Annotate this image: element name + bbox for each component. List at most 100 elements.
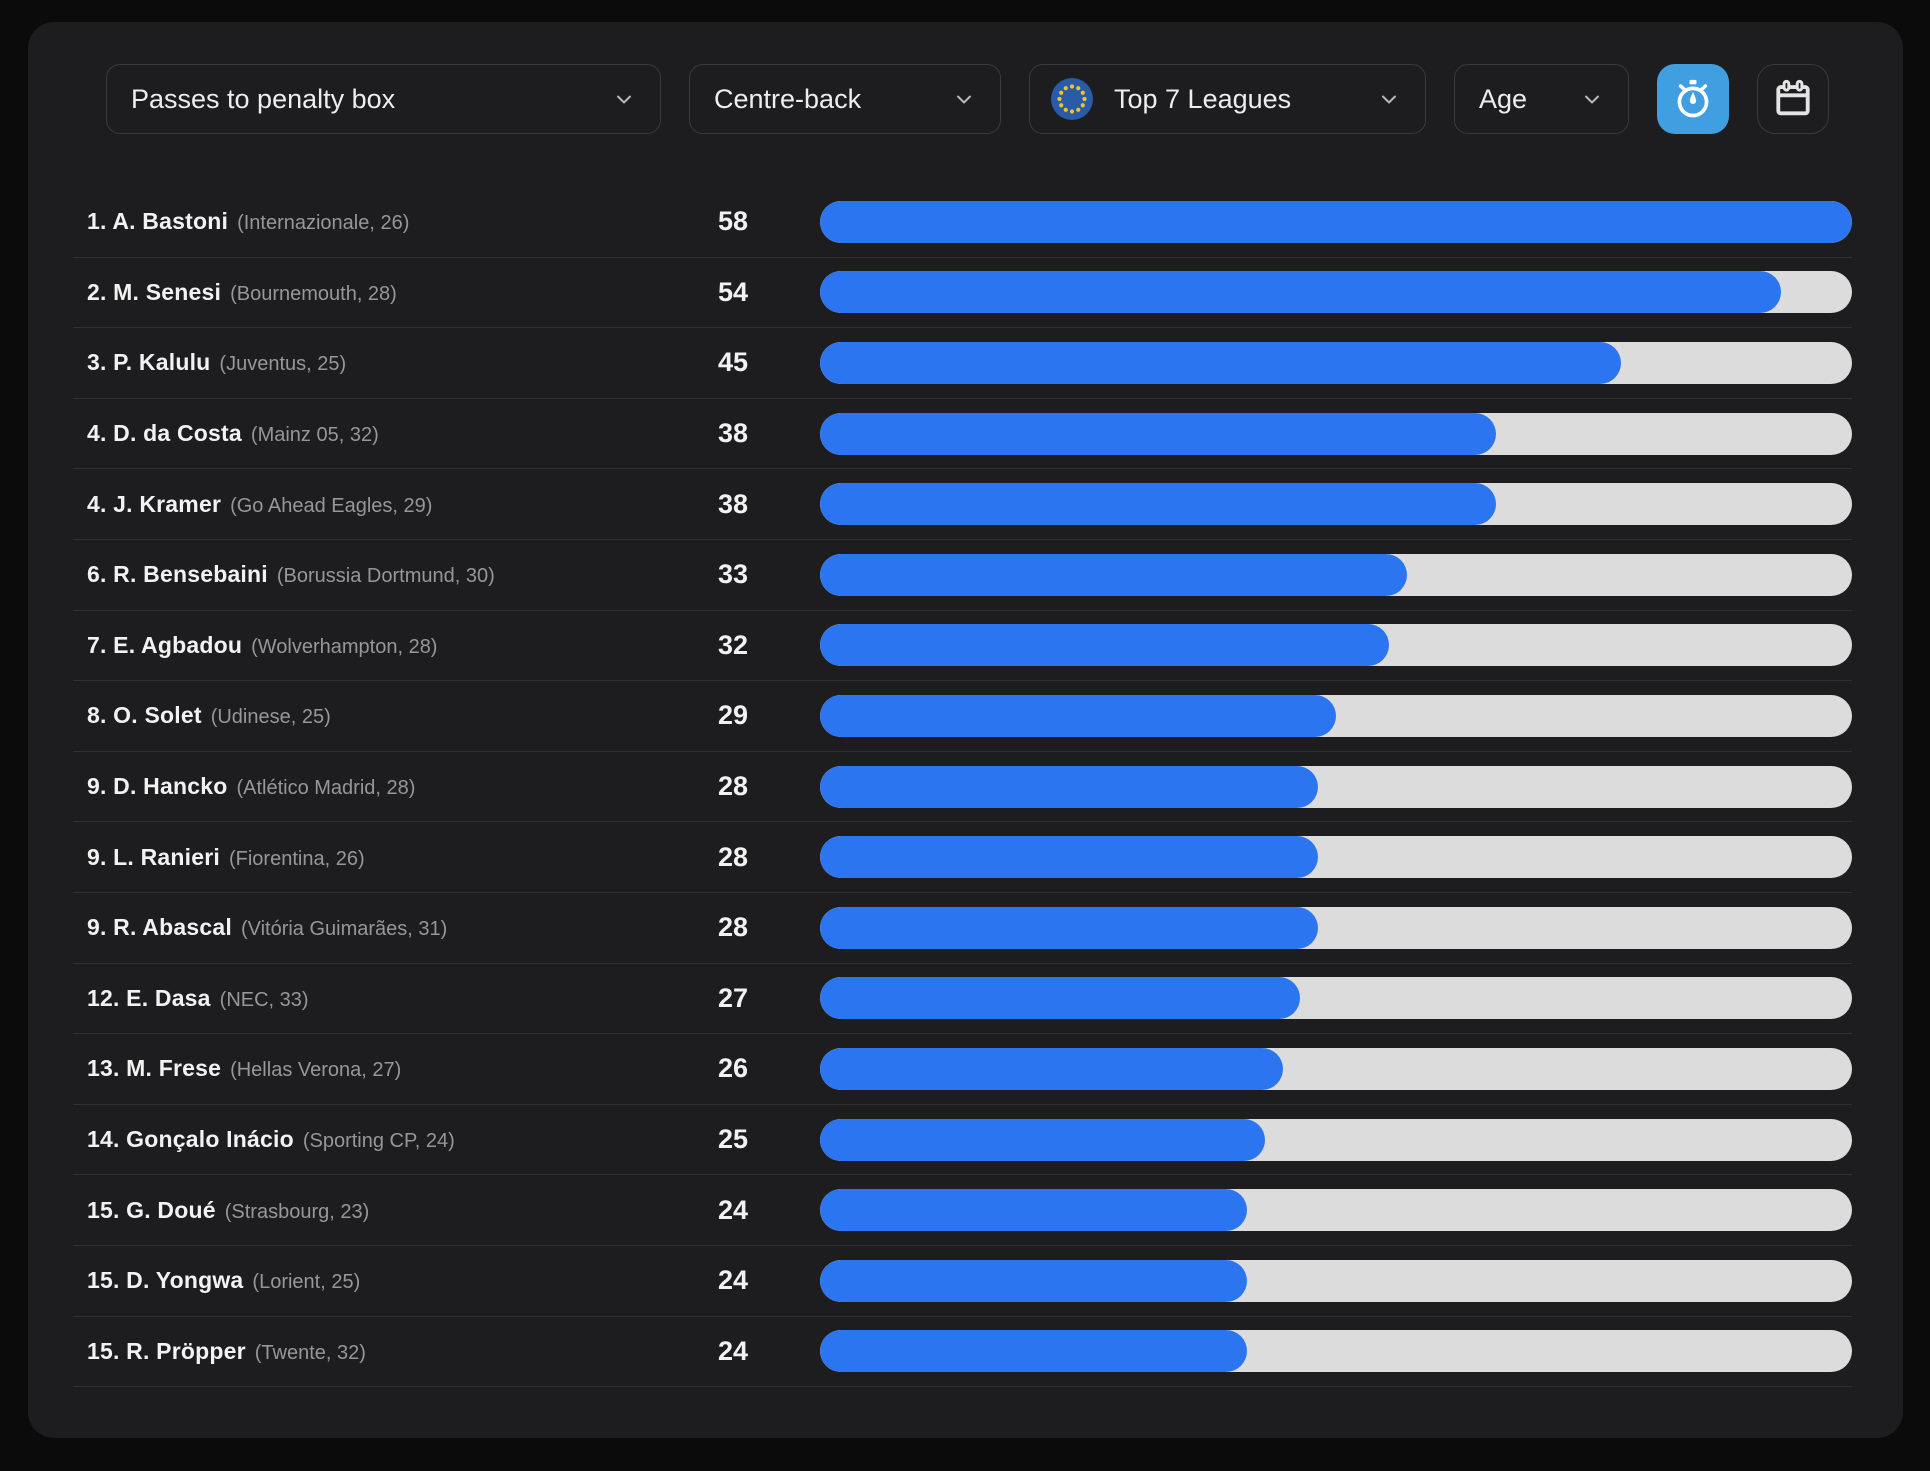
player-rank-name: 1. A. Bastoni xyxy=(87,208,229,235)
leaderboard-row[interactable]: 2. M. Senesi (Bournemouth, 28) 54 xyxy=(73,258,1852,329)
date-filter-button[interactable] xyxy=(1757,64,1829,134)
stat-value: 38 xyxy=(717,418,748,449)
player-rank-name: 14. Gonçalo Inácio xyxy=(87,1126,294,1153)
metric-dropdown-value: Passes to penalty box xyxy=(131,83,396,114)
league-dropdown-value: Top 7 Leagues xyxy=(1114,83,1292,114)
bar-track xyxy=(820,765,1852,808)
leaderboard-row[interactable]: 9. D. Hancko (Atlético Madrid, 28) 28 xyxy=(73,752,1852,823)
age-dropdown-value: Age xyxy=(1479,83,1528,114)
bar-fill xyxy=(820,271,1781,314)
bar-fill xyxy=(820,836,1319,879)
bar-fill xyxy=(820,412,1497,455)
player-club-age: (Vitória Guimarães, 31) xyxy=(240,918,448,941)
player-rank-name: 6. R. Bensebaini xyxy=(87,561,268,588)
player-rank-name: 13. M. Frese xyxy=(87,1055,222,1082)
bar-track xyxy=(820,836,1852,879)
chevron-down-icon xyxy=(1382,95,1396,104)
player-rank-name: 8. O. Solet xyxy=(87,702,202,729)
leaderboard-row[interactable]: 9. R. Abascal (Vitória Guimarães, 31) 28 xyxy=(73,893,1852,964)
bar-track xyxy=(820,1259,1852,1302)
stat-value: 25 xyxy=(717,1124,748,1155)
player-club-age: (Fiorentina, 26) xyxy=(228,847,365,870)
leaderboard-row[interactable]: 8. O. Solet (Udinese, 25) 29 xyxy=(73,681,1852,752)
leaderboard-row[interactable]: 9. L. Ranieri (Fiorentina, 26) 28 xyxy=(73,822,1852,893)
stat-value: 27 xyxy=(717,982,748,1013)
player-club-age: (Mainz 05, 32) xyxy=(250,424,379,447)
bar-track xyxy=(820,412,1852,455)
leaderboard-row[interactable]: 15. D. Yongwa (Lorient, 25) 24 xyxy=(73,1246,1852,1317)
player-rank-name: 15. D. Yongwa xyxy=(87,1267,244,1294)
bar-track xyxy=(820,483,1852,526)
bar-fill xyxy=(820,1118,1265,1161)
bar-fill xyxy=(820,765,1319,808)
player-club-age: (Internazionale, 26) xyxy=(237,212,410,235)
stopwatch-icon xyxy=(1677,79,1709,118)
player-rank-name: 15. G. Doué xyxy=(87,1196,216,1223)
leaderboard-row[interactable]: 15. R. Pröpper (Twente, 32) 24 xyxy=(73,1317,1852,1388)
leaderboard-row[interactable]: 15. G. Doué (Strasbourg, 23) 24 xyxy=(73,1175,1852,1246)
bar-fill xyxy=(820,553,1408,596)
stat-value: 28 xyxy=(717,771,748,802)
player-club-age: (Juventus, 25) xyxy=(219,353,347,376)
player-club-age: (Bournemouth, 28) xyxy=(230,282,397,305)
position-dropdown-value: Centre-back xyxy=(714,83,862,114)
leaderboard-list: 1. A. Bastoni (Internazionale, 26) 58 2. … xyxy=(73,187,1852,1388)
player-club-age: (Hellas Verona, 27) xyxy=(230,1059,402,1082)
bar-track xyxy=(820,553,1852,596)
bar-fill xyxy=(820,624,1390,667)
leaderboard-row[interactable]: 12. E. Dasa (NEC, 33) 27 xyxy=(73,964,1852,1035)
player-rank-name: 7. E. Agbadou xyxy=(87,631,243,658)
bar-track xyxy=(820,1189,1852,1232)
bar-fill xyxy=(820,977,1301,1020)
stat-value: 32 xyxy=(717,629,748,660)
chevron-down-icon xyxy=(957,95,971,104)
stat-value: 33 xyxy=(717,559,748,590)
player-rank-name: 12. E. Dasa xyxy=(87,984,211,1011)
leaderboard-row[interactable]: 14. Gonçalo Inácio (Sporting CP, 24) 25 xyxy=(73,1105,1852,1176)
leaderboard-row[interactable]: 4. D. da Costa (Mainz 05, 32) 38 xyxy=(73,399,1852,470)
stat-value: 28 xyxy=(717,912,748,943)
bar-track xyxy=(820,624,1852,667)
league-dropdown[interactable]: Top 7 Leagues xyxy=(1029,64,1426,134)
metric-dropdown[interactable]: Passes to penalty box xyxy=(106,64,661,134)
stats-leaderboard-card: Passes to penalty box Centre-back xyxy=(28,22,1903,1438)
stat-value: 26 xyxy=(717,1053,748,1084)
stat-value: 58 xyxy=(717,206,748,237)
stat-value: 38 xyxy=(717,488,748,519)
stat-value: 28 xyxy=(717,841,748,872)
leaderboard-row[interactable]: 13. M. Frese (Hellas Verona, 27) 26 xyxy=(73,1034,1852,1105)
bar-track xyxy=(820,1118,1852,1161)
bar-track xyxy=(820,1330,1852,1373)
chevron-down-icon xyxy=(617,95,631,104)
stat-value: 54 xyxy=(717,276,748,307)
eu-flag-icon xyxy=(1051,78,1093,120)
bar-track xyxy=(820,271,1852,314)
leaderboard-row[interactable]: 3. P. Kalulu (Juventus, 25) 45 xyxy=(73,328,1852,399)
leaderboard-row[interactable]: 6. R. Bensebaini (Borussia Dortmund, 30) … xyxy=(73,540,1852,611)
bar-track xyxy=(820,694,1852,737)
bar-fill xyxy=(820,1259,1248,1302)
player-club-age: (Twente, 32) xyxy=(254,1341,366,1364)
player-rank-name: 2. M. Senesi xyxy=(87,278,222,305)
player-club-age: (Sporting CP, 24) xyxy=(302,1130,455,1153)
bar-fill xyxy=(820,694,1336,737)
leaderboard-row[interactable]: 7. E. Agbadou (Wolverhampton, 28) 32 xyxy=(73,611,1852,682)
age-dropdown[interactable]: Age xyxy=(1454,64,1629,134)
player-club-age: (Strasbourg, 23) xyxy=(224,1200,370,1223)
bar-fill xyxy=(820,200,1852,243)
bar-track xyxy=(820,341,1852,384)
leaderboard-row[interactable]: 1. A. Bastoni (Internazionale, 26) 58 xyxy=(73,187,1852,258)
player-rank-name: 3. P. Kalulu xyxy=(87,349,211,376)
position-dropdown[interactable]: Centre-back xyxy=(689,64,1001,134)
player-club-age: (Atlético Madrid, 28) xyxy=(236,777,416,800)
player-rank-name: 9. L. Ranieri xyxy=(87,843,220,870)
player-rank-name: 9. R. Abascal xyxy=(87,914,232,941)
player-club-age: (Lorient, 25) xyxy=(252,1271,361,1294)
player-rank-name: 4. D. da Costa xyxy=(87,420,242,447)
per90-toggle-button[interactable] xyxy=(1657,64,1729,134)
bar-fill xyxy=(820,1047,1283,1090)
leaderboard-row[interactable]: 4. J. Kramer (Go Ahead Eagles, 29) 38 xyxy=(73,469,1852,540)
stat-value: 24 xyxy=(717,1265,748,1296)
player-rank-name: 4. J. Kramer xyxy=(87,490,222,517)
player-club-age: (Udinese, 25) xyxy=(210,706,331,729)
